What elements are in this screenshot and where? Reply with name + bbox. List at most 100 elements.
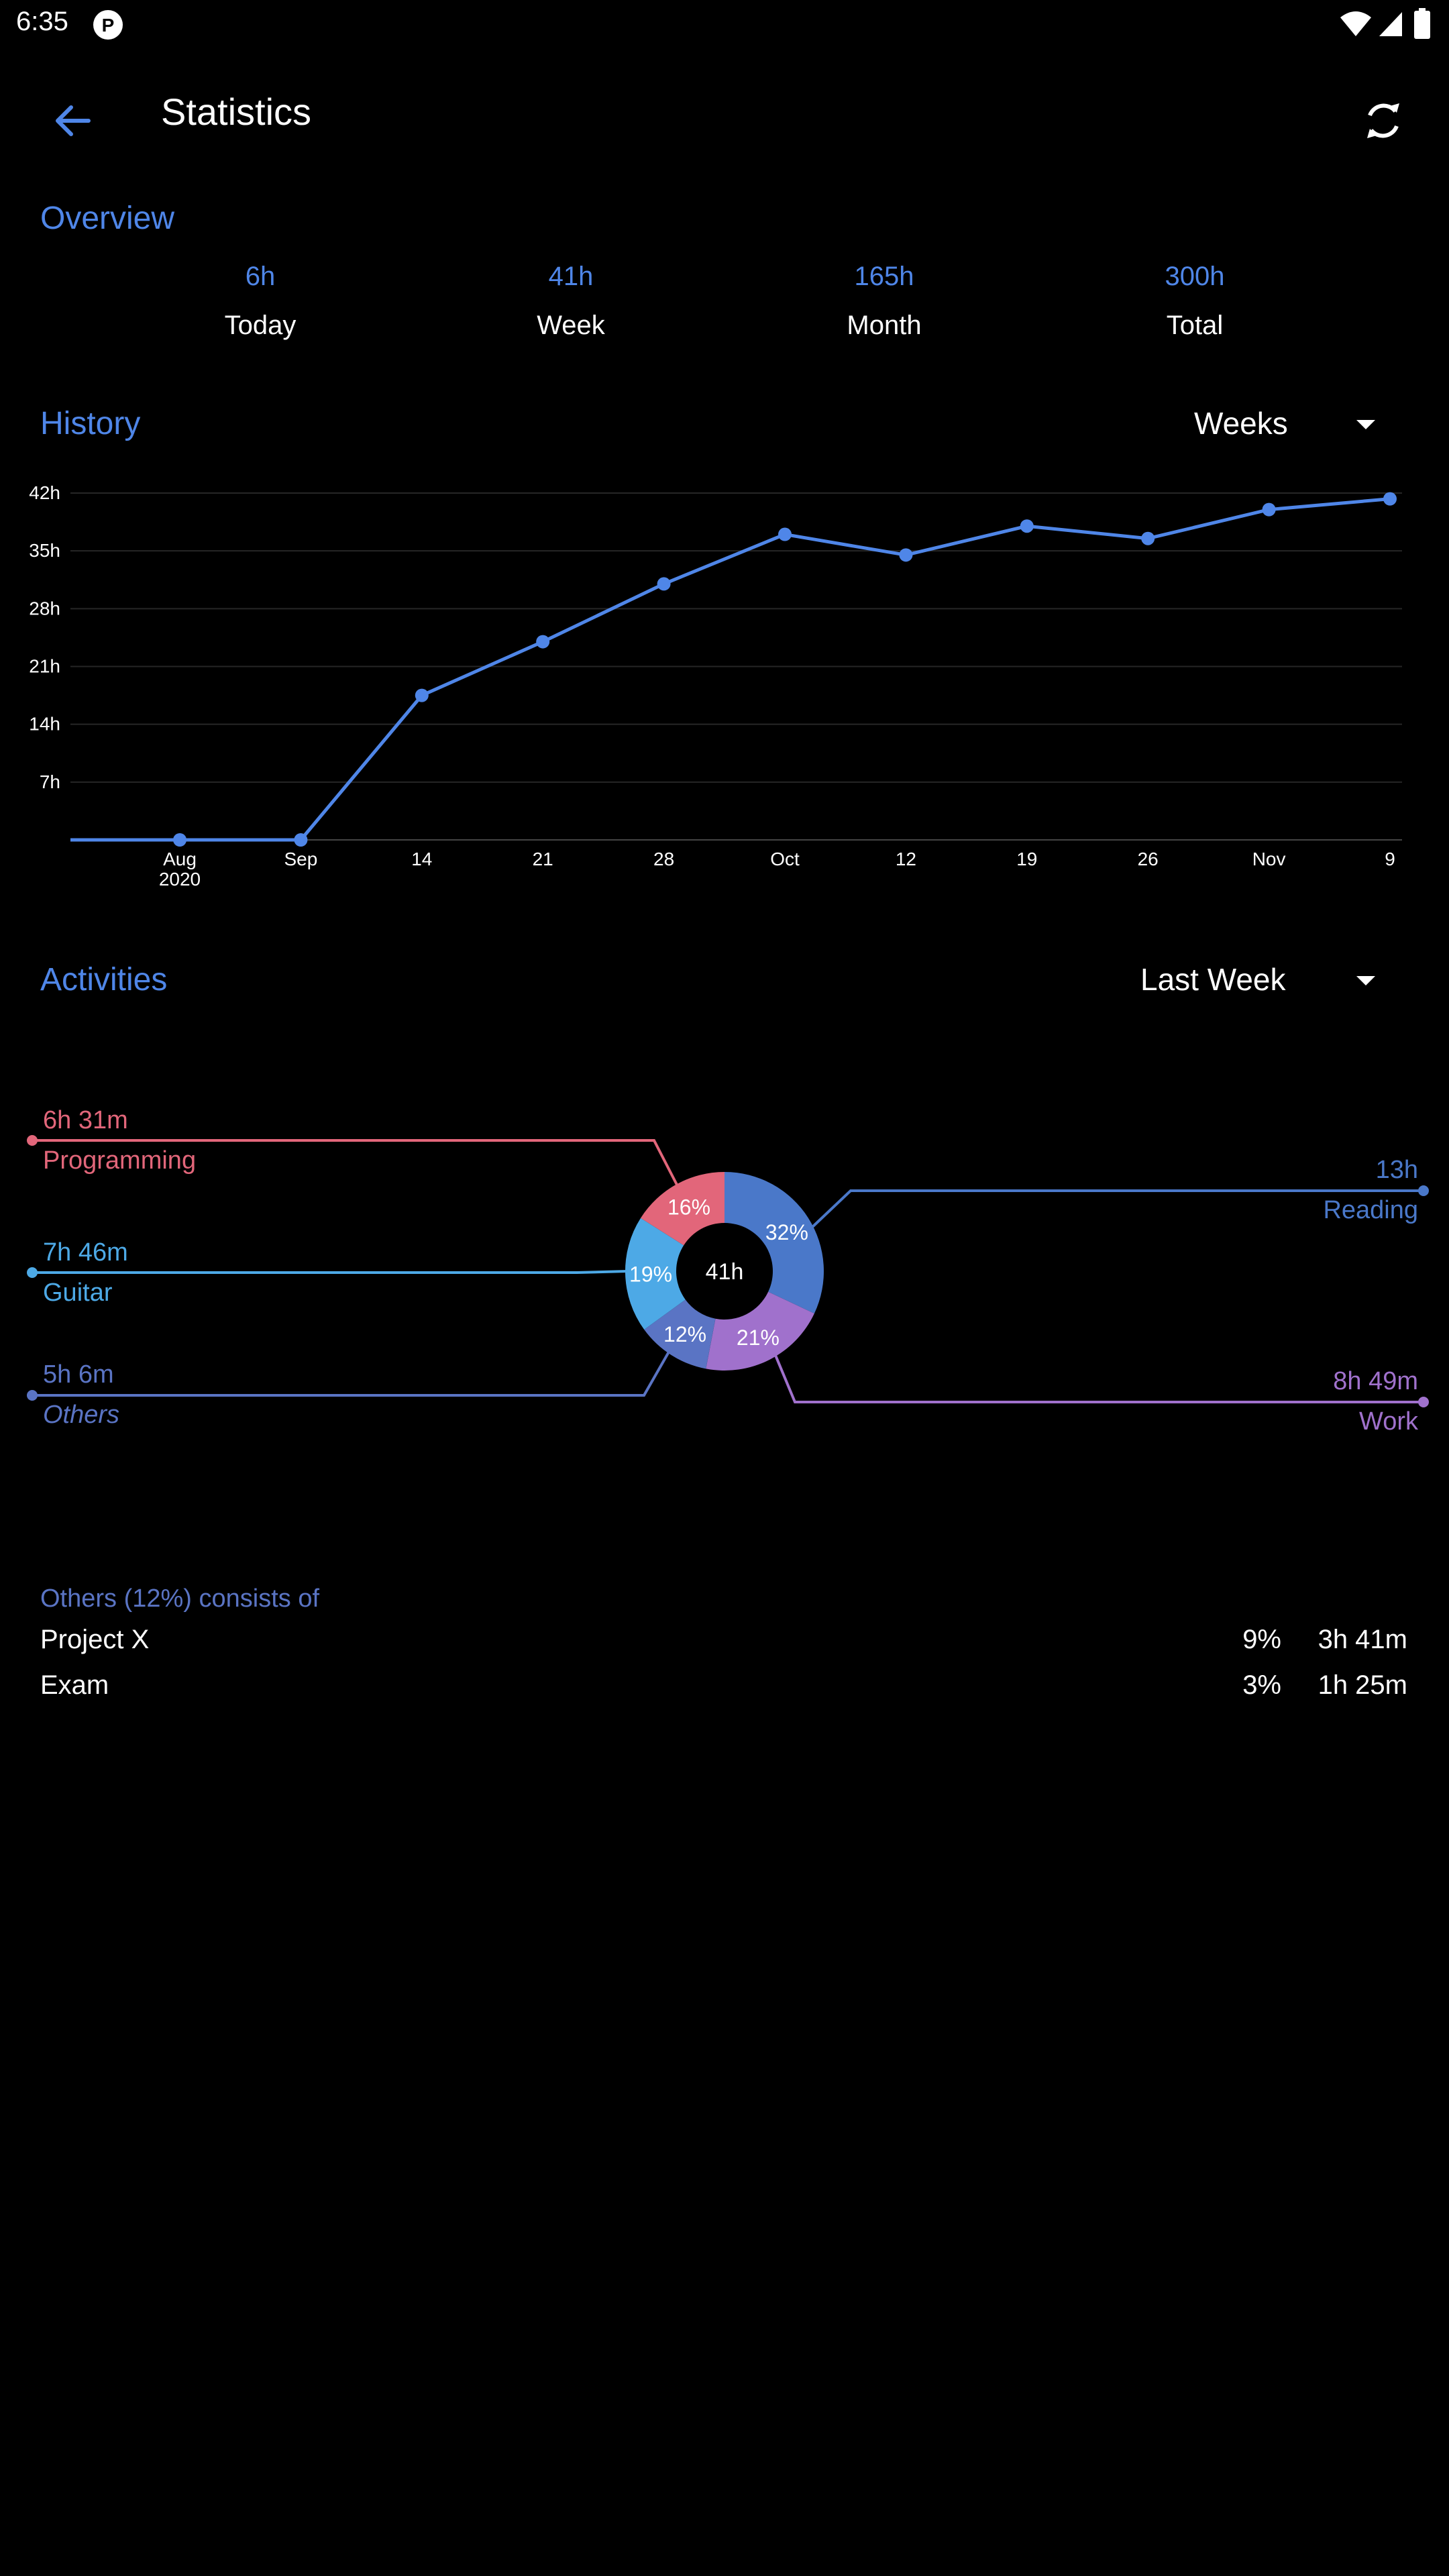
x-tick-label: Aug — [163, 849, 197, 869]
app-bar: Statistics — [0, 48, 1449, 180]
slice-percent-label: 32% — [765, 1220, 808, 1244]
svg-text:P: P — [102, 15, 115, 36]
activities-donut-chart: 32% 21% 12% 19% 16% 41h — [27, 1135, 1429, 1407]
overview-today: 6h Today — [140, 262, 381, 341]
activities-donut-area: 32% 21% 12% 19% 16% 41h — [0, 1073, 1449, 1449]
x-tick-label: Sep — [284, 849, 317, 869]
chevron-down-icon — [1356, 420, 1375, 429]
data-point — [1020, 519, 1034, 533]
leader-dot — [1418, 1397, 1429, 1407]
work-duration: 8h 49m — [1333, 1367, 1418, 1395]
data-point — [899, 548, 913, 562]
data-point — [173, 833, 186, 847]
x-tick-label: 28 — [653, 849, 674, 869]
leader-dot — [27, 1390, 38, 1401]
history-period-value: Weeks — [1194, 406, 1288, 441]
y-tick-label: 42h — [29, 482, 60, 503]
leader-dot — [27, 1135, 38, 1146]
battery-icon — [1414, 8, 1430, 39]
slice-percent-label: 19% — [629, 1262, 672, 1286]
programming-name: Programming — [43, 1146, 197, 1175]
series-line — [70, 497, 1391, 842]
overview-value: 165h — [854, 262, 914, 291]
leader-line — [32, 1348, 672, 1397]
data-point — [1262, 502, 1276, 517]
x-tick-label: 19 — [1016, 849, 1037, 869]
leader-line — [32, 1139, 679, 1187]
donut-slice — [641, 1172, 724, 1246]
back-button[interactable] — [40, 89, 105, 153]
activities-period-dropdown[interactable]: Last Week — [1127, 956, 1395, 1003]
refresh-button[interactable] — [1351, 89, 1415, 153]
y-tick-label: 35h — [29, 540, 60, 561]
history-heading: History — [40, 406, 141, 441]
list-item-name: Project X — [40, 1625, 150, 1654]
app-notification-icon: P — [93, 9, 123, 40]
page-title: Statistics — [161, 91, 312, 133]
overview-stats: 6h Today 41h Week 165h Month 300h Total — [0, 262, 1449, 356]
history-period-dropdown[interactable]: Weeks — [1181, 400, 1395, 447]
data-point — [415, 688, 429, 702]
overview-label: Week — [537, 311, 605, 340]
overview-month: 165h Month — [763, 262, 1005, 341]
slice-percent-label: 16% — [667, 1195, 710, 1220]
programming-duration: 6h 31m — [43, 1106, 128, 1134]
leader-line — [32, 1270, 628, 1274]
activities-heading: Activities — [40, 962, 168, 998]
list-item-percent: 9% — [1242, 1625, 1281, 1654]
work-name: Work — [1359, 1407, 1418, 1436]
status-bar: 6:35 P — [0, 0, 1449, 48]
arrow-left-icon — [56, 105, 91, 136]
donut-center-label: 41h — [706, 1259, 744, 1285]
data-point — [536, 635, 550, 649]
overview-label: Total — [1166, 311, 1224, 340]
overview-total: 300h Total — [1074, 262, 1316, 341]
x-tick-label: Nov — [1252, 849, 1286, 869]
x-tick-label: 26 — [1138, 849, 1159, 869]
donut-slice — [625, 1218, 686, 1330]
guitar-name: Guitar — [43, 1279, 113, 1307]
donut-slice — [724, 1172, 824, 1314]
x-tick-label: 9 — [1385, 849, 1395, 869]
y-tick-label: 28h — [29, 598, 60, 619]
y-tick-label: 7h — [40, 771, 60, 792]
donut-slice — [706, 1291, 814, 1371]
x-tick-label: 21 — [533, 849, 553, 869]
data-point — [1383, 492, 1397, 506]
chevron-down-icon — [1356, 976, 1375, 985]
leader-line — [773, 1353, 1424, 1403]
leader-line — [810, 1189, 1424, 1229]
x-tick-label: 12 — [896, 849, 916, 869]
list-item-duration: 3h 41m — [1318, 1625, 1407, 1654]
overview-label: Today — [224, 311, 297, 340]
reading-duration: 13h — [1375, 1156, 1418, 1184]
data-point — [657, 577, 671, 591]
overview-value: 300h — [1165, 262, 1225, 291]
list-item-name: Exam — [40, 1670, 109, 1700]
others-duration: 5h 6m — [43, 1360, 114, 1389]
signal-icon — [1378, 11, 1403, 38]
overview-heading: Overview — [40, 201, 175, 236]
data-point — [778, 527, 792, 541]
y-tick-label: 14h — [29, 714, 60, 735]
overview-value: 6h — [245, 262, 276, 291]
leader-dot — [1418, 1185, 1429, 1196]
overview-label: Month — [847, 311, 922, 340]
reading-name: Reading — [1323, 1196, 1418, 1224]
refresh-icon — [1367, 103, 1399, 138]
list-item-duration: 1h 25m — [1318, 1670, 1407, 1700]
status-time: 6:35 — [16, 7, 68, 36]
slice-percent-label: 21% — [737, 1326, 780, 1350]
data-point — [294, 833, 308, 847]
x-tick-label: 2020 — [159, 869, 201, 890]
data-point — [1141, 531, 1155, 545]
donut-slice — [644, 1299, 716, 1369]
leader-dot — [27, 1267, 38, 1278]
overview-week: 41h Week — [450, 262, 692, 341]
wifi-icon — [1339, 11, 1373, 38]
activities-period-value: Last Week — [1140, 962, 1286, 997]
overview-value: 41h — [548, 262, 594, 291]
y-tick-label: 21h — [29, 656, 60, 677]
others-breakdown-heading: Others (12%) consists of — [40, 1585, 320, 1613]
